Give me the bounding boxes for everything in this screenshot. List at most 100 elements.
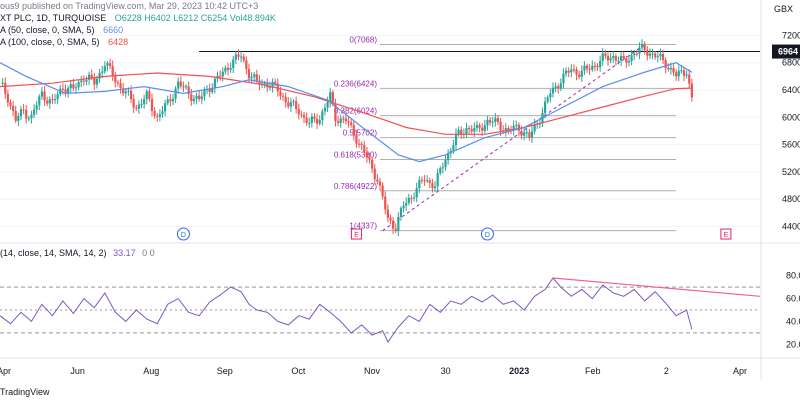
rsi-extra: 0 0: [142, 248, 155, 258]
candle-body: [423, 180, 426, 182]
candle-body: [394, 228, 397, 231]
candle-body: [184, 86, 188, 88]
candle-body: [355, 135, 358, 144]
candle-body: [412, 197, 416, 199]
candle-body: [630, 55, 633, 62]
candle-body: [30, 114, 33, 119]
candle-body: [654, 53, 657, 58]
rsi-legend[interactable]: (14, close, 14, SMA, 14, 2) 33.17 0 0: [0, 248, 155, 259]
candle-body: [289, 102, 292, 107]
candle-body: [648, 53, 652, 56]
candle-body: [9, 102, 12, 107]
candle-body: [609, 58, 612, 61]
event-label: D: [181, 232, 186, 239]
candle-body: [680, 70, 683, 72]
candle-body: [690, 83, 693, 98]
currency-label: GBX: [774, 4, 793, 14]
candle-body: [237, 54, 240, 57]
rsi-trendline: [552, 277, 761, 297]
candle-body: [82, 80, 85, 82]
candle-body: [667, 68, 670, 70]
candle-body: [323, 107, 327, 112]
candle-body: [373, 168, 376, 180]
candle-body: [580, 70, 583, 77]
candle-body: [488, 119, 492, 123]
candle-body: [240, 56, 243, 58]
candle-body: [389, 217, 392, 221]
candle-body: [274, 81, 277, 84]
candle-body: [433, 186, 437, 189]
ma100-legend[interactable]: A (100, close, 0, SMA, 5) 6428: [0, 37, 128, 48]
candle-body: [381, 185, 384, 197]
candle-body: [675, 72, 678, 77]
time-tick-label: Feb: [585, 366, 601, 376]
candle-body: [114, 76, 117, 83]
candle-body: [336, 121, 340, 123]
candle-body: [132, 99, 135, 108]
candle-body: [410, 197, 413, 199]
candle-body: [171, 98, 175, 102]
candle-body: [111, 65, 114, 77]
candle-body: [627, 61, 631, 63]
candle-body: [352, 125, 355, 136]
candle-body: [318, 120, 321, 124]
candle-body: [546, 97, 549, 102]
candle-body: [454, 133, 458, 146]
candle-body: [305, 117, 308, 124]
candle-body: [153, 111, 156, 116]
candle-body: [612, 56, 615, 59]
candle-body: [192, 98, 196, 102]
candle-body: [156, 115, 159, 117]
candle-body: [177, 81, 180, 89]
candle-body: [664, 59, 667, 69]
ma50-legend[interactable]: A (50, close, 0, SMA, 5) 6660: [0, 25, 123, 36]
candle-body: [596, 65, 599, 68]
candle-body: [617, 60, 620, 62]
candle-body: [392, 220, 395, 229]
price-tick-label: 6000: [782, 112, 800, 122]
dividend-icon: [480, 227, 494, 241]
time-tick-label: Aug: [143, 366, 159, 376]
rsi-tick-label: 60.00: [786, 294, 800, 304]
candle-body: [452, 145, 455, 151]
candle-body: [182, 86, 185, 88]
candle-body: [420, 179, 424, 181]
candle-body: [174, 88, 177, 99]
rsi-label: (14, close, 14, SMA, 14, 2): [0, 248, 107, 258]
candle-body: [523, 132, 526, 136]
symbol-text: XT PLC, 1D, TURQUOISE: [0, 13, 107, 23]
tradingview-logo[interactable]: TradingView: [0, 387, 50, 397]
candle-body: [145, 91, 148, 100]
candle-body: [504, 128, 507, 132]
price-tag-label: 6964: [778, 47, 798, 57]
candle-body: [551, 87, 555, 94]
candle-body: [554, 86, 557, 88]
candle-body: [651, 53, 654, 55]
candle-body: [688, 74, 691, 84]
candle-body: [43, 91, 46, 101]
candle-body: [331, 92, 334, 104]
tradingview-logo-text: TradingView: [0, 387, 50, 397]
candle-body: [643, 44, 646, 50]
candle-body: [137, 104, 140, 109]
rsi-line: [0, 277, 693, 343]
candle-body: [512, 125, 515, 131]
candle-body: [342, 118, 345, 120]
candle-body: [525, 132, 528, 134]
time-tick-label: 2: [664, 366, 669, 376]
candle-body: [221, 71, 224, 77]
time-axis-labels: Apr Jun Aug Sep Oct Nov 30 2023 Feb 2 Apr: [0, 366, 747, 376]
candle-body: [14, 110, 17, 121]
candle-body: [520, 130, 523, 136]
candle-body: [494, 118, 497, 122]
time-tick-label: Apr: [733, 366, 747, 376]
candle-body: [279, 91, 282, 96]
candle-body: [302, 114, 306, 118]
candle-body: [85, 79, 88, 82]
ma100-label: A (100, close, 0, SMA, 5): [0, 37, 100, 47]
candle-body: [313, 116, 316, 119]
candle-body: [588, 68, 591, 70]
candle-body: [557, 86, 560, 89]
candle-body: [544, 101, 547, 113]
price-tick-label: 6400: [782, 85, 800, 95]
